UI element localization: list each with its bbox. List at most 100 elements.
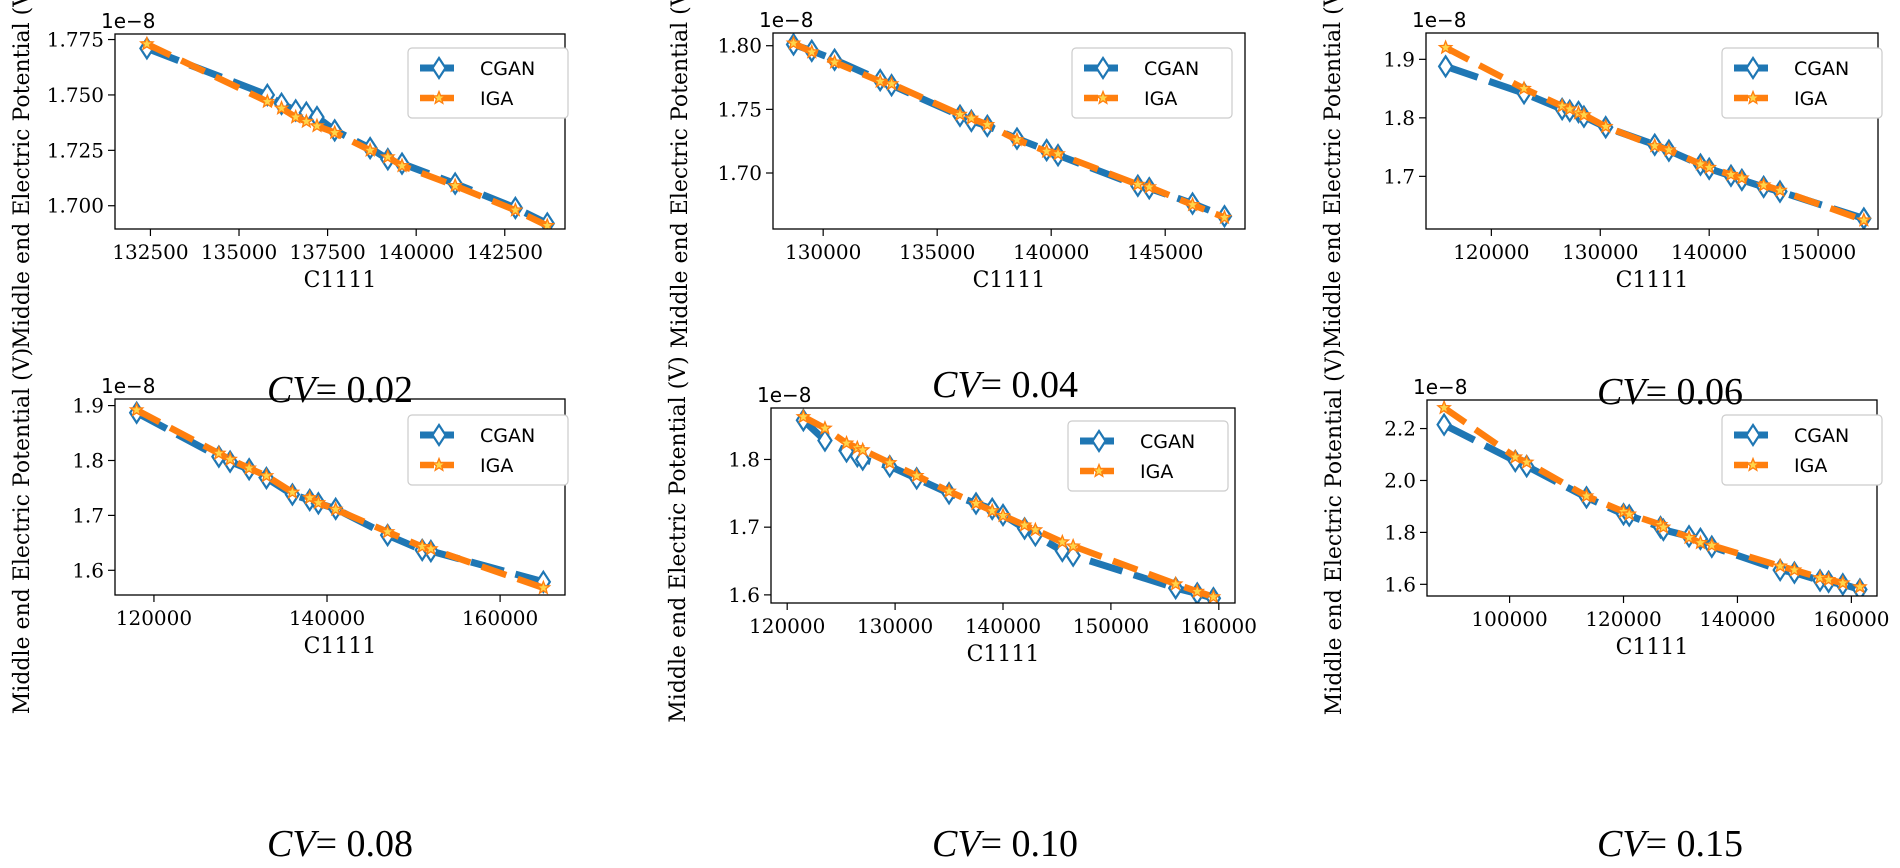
iga-point <box>883 75 900 91</box>
caption-variable: CV <box>267 369 319 411</box>
iga-point <box>963 109 980 125</box>
legend-iga-label: IGA <box>480 88 513 110</box>
y-tick-label: 1.7 <box>728 515 760 539</box>
iga-point <box>1129 176 1146 192</box>
iga-point <box>1038 143 1055 159</box>
x-tick-label: 132500 <box>112 240 188 264</box>
legend-cgan-label: CGAN <box>1794 58 1849 80</box>
caption-value: = 0.04 <box>981 364 1078 406</box>
legend-cgan-marker <box>1095 55 1111 81</box>
plot-frame <box>1426 399 1878 597</box>
iga-point <box>1054 533 1071 549</box>
iga-point <box>941 482 957 498</box>
iga-point <box>854 441 871 457</box>
iga-point <box>379 523 396 539</box>
iga-point <box>979 116 996 132</box>
x-tick-label: 160000 <box>462 606 538 630</box>
plot-frame <box>772 32 1246 230</box>
iga-point <box>1621 505 1638 521</box>
caption-value: = 0.06 <box>1646 371 1743 413</box>
iga-point <box>1009 131 1025 147</box>
iga-point <box>1518 454 1535 470</box>
iga-point <box>301 489 318 505</box>
legend: CGAN IGA <box>1071 47 1233 119</box>
y-offset-label: 1e−8 <box>1412 8 1467 32</box>
x-tick-label: 130000 <box>785 240 861 264</box>
legend: CGAN IGA <box>1721 47 1883 119</box>
iga-point <box>1692 155 1709 171</box>
x-tick-label: 135000 <box>201 240 277 264</box>
iga-point <box>795 408 812 424</box>
y-offset-label: 1e−8 <box>1413 375 1468 399</box>
chart-panel: 120000 130000 140000 150000 160000 1.6 1.7 1.8 1… <box>666 356 1257 865</box>
x-tick-label: 140000 <box>1671 240 1747 264</box>
legend: CGAN IGA <box>1721 414 1883 486</box>
caption-value: = 0.08 <box>316 823 413 865</box>
caption-variable: CV <box>932 823 984 865</box>
y-tick-label: 1.80 <box>717 34 762 58</box>
caption-variable: CV <box>267 823 319 865</box>
y-offset-label: 1e−8 <box>759 8 814 32</box>
series-iga <box>139 35 556 229</box>
iga-point <box>128 401 145 417</box>
iga-point <box>1834 574 1851 590</box>
iga-point <box>287 108 304 124</box>
chart-panel: 132500 135000 137500 140000 142500 1.700 1.725… <box>10 0 569 411</box>
y-tick-label: 1.8 <box>728 447 760 471</box>
y-tick-label: 2.2 <box>1384 417 1416 441</box>
iga-point <box>1016 516 1033 532</box>
panel-caption: CV= 0.04 <box>932 364 1078 406</box>
legend-iga-label: IGA <box>1140 461 1173 483</box>
y-axis-label: Middle end Electric Potential (V) <box>10 0 35 349</box>
legend-cgan-label: CGAN <box>480 425 535 447</box>
iga-point <box>952 106 968 122</box>
x-axis-label: C1111 <box>1616 635 1689 660</box>
legend-cgan-marker <box>431 55 447 81</box>
x-tick-label: 140000 <box>1013 240 1089 264</box>
iga-point <box>379 148 396 164</box>
legend-iga-marker <box>431 456 447 472</box>
iga-point <box>1733 169 1750 185</box>
legend-iga-marker <box>1745 456 1761 472</box>
legend-cgan-label: CGAN <box>1140 431 1195 453</box>
caption-variable: CV <box>1597 371 1649 413</box>
series-iga <box>795 408 1222 603</box>
iga-point <box>1065 537 1082 553</box>
legend-cgan-label: CGAN <box>1794 425 1849 447</box>
iga-point <box>327 501 344 517</box>
iga-point <box>1216 209 1233 225</box>
iga-point <box>298 113 315 129</box>
iga-point <box>1723 166 1739 182</box>
x-axis-label: C1111 <box>967 642 1040 667</box>
x-tick-label: 140000 <box>1699 607 1775 631</box>
iga-point <box>1027 521 1044 537</box>
iga-point <box>422 540 439 556</box>
x-tick-label: 135000 <box>899 240 975 264</box>
iga-point <box>1701 159 1718 175</box>
iga-point <box>258 467 275 483</box>
iga-point <box>1812 569 1828 585</box>
y-axis-label: Middle end Electric Potential (V) <box>10 348 35 714</box>
y-tick-label: 1.6 <box>72 558 104 582</box>
series-iga <box>1437 39 1872 227</box>
iga-point <box>826 53 843 69</box>
x-tick-label: 140000 <box>378 240 454 264</box>
chart-panel: 100000 120000 140000 160000 1.6 1.8 2.0 2.2 1e−8… <box>1322 349 1890 865</box>
iga-point <box>507 201 524 217</box>
iga-point <box>1436 400 1452 415</box>
x-tick-label: 140000 <box>289 606 365 630</box>
legend-iga-marker <box>1745 89 1761 105</box>
iga-point <box>284 484 301 500</box>
iga-point <box>362 142 379 158</box>
legend-cgan-marker <box>1745 422 1761 448</box>
caption-value: = 0.15 <box>1646 823 1743 865</box>
y-tick-label: 1.75 <box>717 97 762 121</box>
iga-point <box>1772 557 1789 573</box>
cgan-point <box>1437 54 1454 79</box>
iga-point <box>1655 518 1672 534</box>
iga-point <box>447 177 464 193</box>
legend-iga-marker <box>431 89 447 105</box>
iga-point <box>1167 575 1184 591</box>
legend-iga-marker <box>1091 462 1107 478</box>
